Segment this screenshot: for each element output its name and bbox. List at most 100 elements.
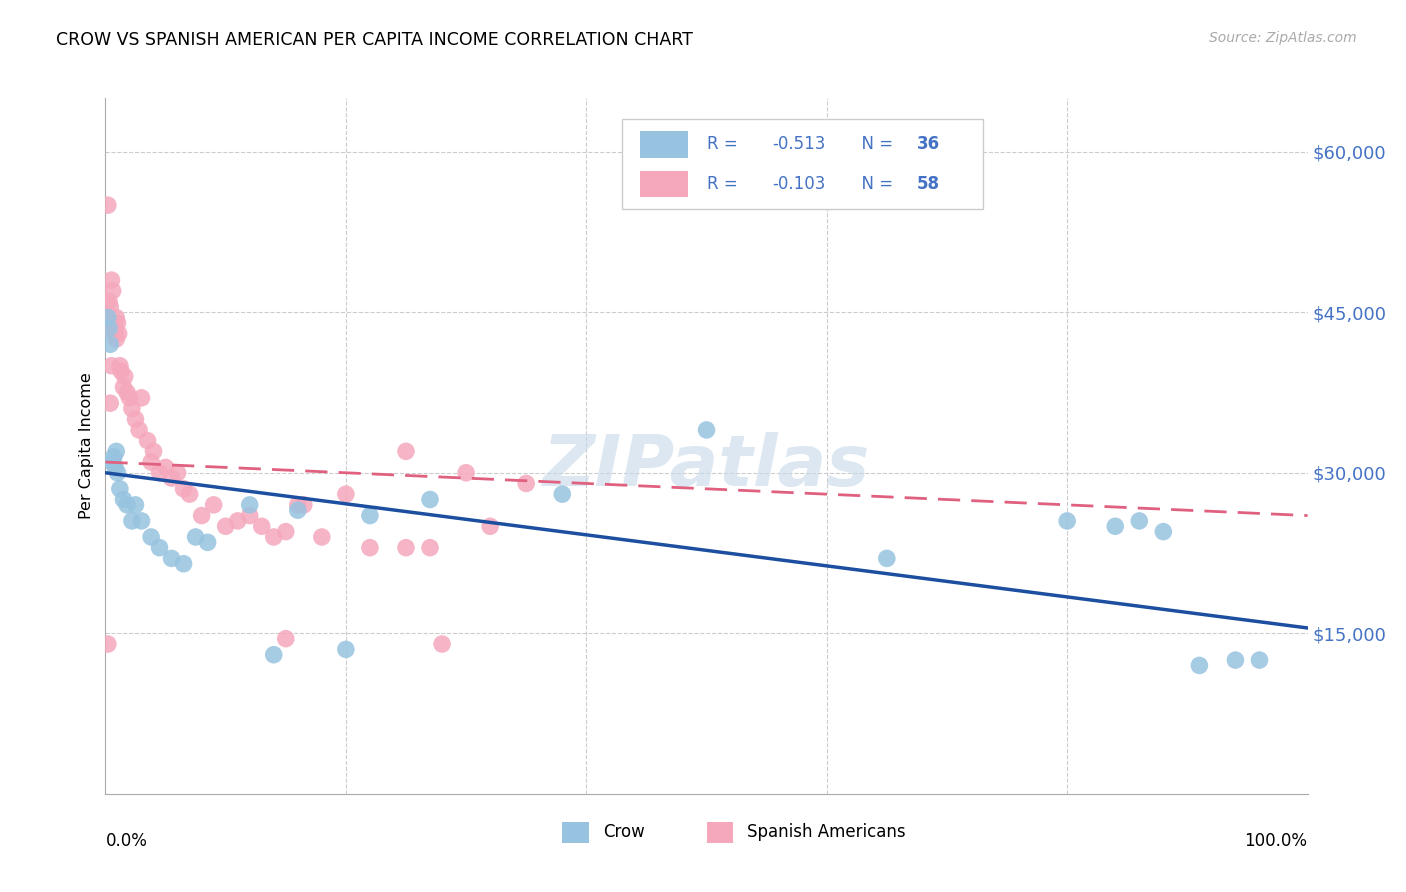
Point [202, 498, 225, 512]
Text: Spanish Americans: Spanish Americans [748, 823, 905, 841]
Point [115, 498, 138, 512]
Point [101, 284, 124, 298]
Text: N =: N = [851, 175, 898, 193]
Point [112, 492, 135, 507]
Point [359, 508, 381, 523]
Point [292, 498, 315, 512]
Text: ZIPatlas: ZIPatlas [543, 433, 870, 501]
Point [197, 535, 219, 549]
Point [97, 310, 120, 325]
Point [335, 642, 357, 657]
Point [479, 519, 502, 533]
Point [287, 503, 309, 517]
Point [100, 273, 122, 287]
Point [696, 423, 718, 437]
Point [395, 444, 418, 458]
Text: R =: R = [707, 136, 742, 153]
Point [148, 466, 170, 480]
Point [1249, 653, 1271, 667]
Point [166, 466, 188, 480]
Point [263, 530, 285, 544]
Text: Crow: Crow [603, 823, 645, 841]
Point [239, 508, 262, 523]
Point [454, 466, 477, 480]
Point [103, 316, 125, 330]
Point [214, 519, 236, 533]
Point [124, 412, 146, 426]
Point [419, 492, 441, 507]
Point [97, 198, 120, 212]
Point [105, 444, 128, 458]
Point [239, 498, 262, 512]
Point [1188, 658, 1211, 673]
Point [98, 337, 121, 351]
Point [131, 391, 153, 405]
Point [173, 482, 195, 496]
Point [107, 326, 129, 341]
Point [107, 466, 129, 480]
Point [1225, 653, 1247, 667]
Point [139, 455, 162, 469]
Point [128, 423, 150, 437]
Bar [623, 119, 983, 210]
Point [115, 385, 138, 400]
Point [190, 508, 212, 523]
Point [108, 359, 131, 373]
Point [148, 541, 170, 555]
Point [287, 498, 309, 512]
Point [97, 637, 120, 651]
Point [274, 632, 297, 646]
Point [101, 455, 124, 469]
Point [98, 300, 121, 314]
Point [179, 487, 201, 501]
Point [104, 326, 127, 341]
Point [108, 482, 131, 496]
Text: 100.0%: 100.0% [1244, 832, 1308, 850]
Point [97, 310, 120, 325]
Point [112, 380, 135, 394]
Point [104, 321, 127, 335]
Point [515, 476, 537, 491]
Point [395, 541, 418, 555]
Point [100, 359, 122, 373]
Point [103, 325, 125, 339]
Point [173, 557, 195, 571]
Text: -0.103: -0.103 [773, 175, 825, 193]
Bar [707, 822, 733, 843]
Point [104, 460, 127, 475]
Point [1152, 524, 1174, 539]
Point [551, 487, 574, 501]
Point [419, 541, 441, 555]
Text: 0.0%: 0.0% [105, 832, 148, 850]
Point [335, 487, 357, 501]
Point [101, 318, 124, 332]
Y-axis label: Per Capita Income: Per Capita Income [79, 373, 94, 519]
Point [107, 316, 129, 330]
Point [121, 401, 143, 416]
Point [110, 364, 132, 378]
Point [1056, 514, 1078, 528]
Text: R =: R = [707, 175, 742, 193]
Point [430, 637, 453, 651]
Point [139, 530, 162, 544]
Point [98, 294, 121, 309]
Point [131, 514, 153, 528]
Point [98, 321, 121, 335]
Bar [640, 131, 689, 158]
Point [114, 369, 136, 384]
Point [98, 396, 121, 410]
Point [160, 471, 183, 485]
Text: 58: 58 [917, 175, 939, 193]
Point [1104, 519, 1126, 533]
Point [118, 391, 141, 405]
Point [311, 530, 333, 544]
Point [160, 551, 183, 566]
Point [105, 310, 128, 325]
Point [263, 648, 285, 662]
Text: 36: 36 [917, 136, 941, 153]
Point [226, 514, 249, 528]
Text: CROW VS SPANISH AMERICAN PER CAPITA INCOME CORRELATION CHART: CROW VS SPANISH AMERICAN PER CAPITA INCO… [56, 31, 693, 49]
Point [105, 332, 128, 346]
Point [142, 444, 165, 458]
Point [136, 434, 159, 448]
